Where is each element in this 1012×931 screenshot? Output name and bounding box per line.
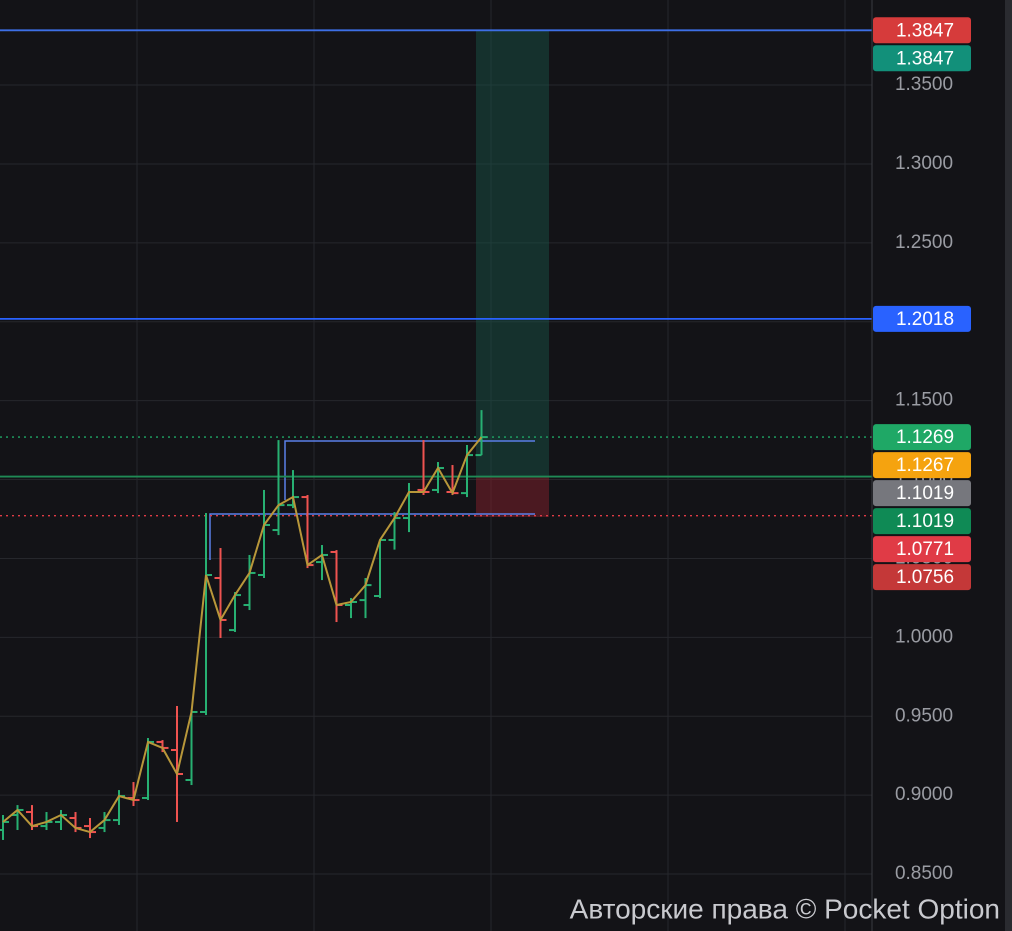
price-label-box bbox=[873, 424, 971, 451]
y-tick-label: 1.1500 bbox=[895, 390, 953, 411]
price-label-box bbox=[873, 305, 971, 332]
profit-zone bbox=[476, 30, 549, 476]
bars bbox=[0, 410, 488, 840]
y-tick-label: 0.9000 bbox=[895, 784, 953, 805]
price-label-box bbox=[873, 45, 971, 72]
price-label-box bbox=[873, 564, 971, 591]
price-label: 1.1267 bbox=[896, 455, 954, 476]
price-label: 1.0756 bbox=[896, 567, 954, 588]
drawing-level bbox=[284, 440, 535, 500]
y-tick-label: 1.3000 bbox=[895, 153, 953, 174]
y-tick-label: 0.8500 bbox=[895, 863, 953, 884]
price-label: 1.0771 bbox=[896, 539, 954, 560]
copyright: Авторские права © Pocket Option bbox=[570, 893, 1000, 924]
price-label-box bbox=[873, 17, 971, 44]
y-tick-label: 1.3500 bbox=[895, 74, 953, 95]
close-line bbox=[2, 436, 483, 834]
loss-zone bbox=[476, 476, 549, 517]
price-lines bbox=[0, 29, 872, 517]
drawing-level bbox=[209, 513, 535, 560]
price-label: 1.3847 bbox=[896, 20, 954, 41]
price-label: 1.2018 bbox=[896, 309, 954, 330]
price-label-box bbox=[873, 452, 971, 479]
price-label: 1.1269 bbox=[896, 427, 954, 448]
price-label: 1.1019 bbox=[896, 511, 954, 532]
price-label: 1.1019 bbox=[896, 483, 954, 504]
price-label-box bbox=[873, 536, 971, 563]
price-label: 1.3847 bbox=[896, 48, 954, 69]
scrollbar bbox=[1005, 0, 1012, 931]
y-tick-label: 1.0000 bbox=[895, 626, 953, 647]
y-tick-label: 0.9500 bbox=[895, 705, 953, 726]
y-tick-label: 1.2500 bbox=[895, 232, 953, 253]
grid bbox=[0, 0, 872, 931]
price-labels: 1.3847 1.3847 1.2018 1.1269 1.1267 1.1019 1.10… bbox=[873, 17, 971, 591]
price-label-box bbox=[873, 508, 971, 535]
price-label-box bbox=[873, 480, 971, 507]
